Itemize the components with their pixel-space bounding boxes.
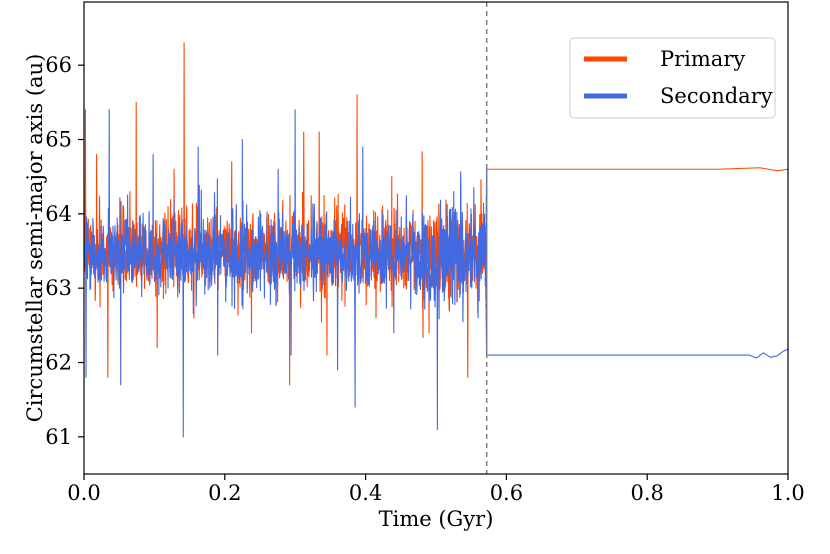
x-tick-label: 0.6 bbox=[490, 481, 523, 505]
legend: Primary Secondary bbox=[569, 37, 776, 119]
x-tick-label: 0.2 bbox=[208, 481, 241, 505]
y-axis-ticks: 61 62 63 64 65 66 bbox=[45, 53, 84, 449]
y-tick-label: 62 bbox=[45, 351, 72, 375]
y-tick-label: 65 bbox=[45, 128, 72, 152]
y-tick-label: 66 bbox=[45, 53, 72, 77]
plot-frame bbox=[83, 1, 789, 475]
x-tick-label: 1.0 bbox=[771, 481, 804, 505]
series-secondary-line bbox=[84, 109, 788, 438]
y-tick-label: 63 bbox=[45, 276, 72, 300]
y-axis-label: Circumstellar semi-major axis (au) bbox=[23, 54, 47, 423]
x-axis-label: Time (Gyr) bbox=[379, 507, 494, 531]
x-tick-label: 0.8 bbox=[630, 481, 663, 505]
legend-primary-label: Primary bbox=[660, 47, 745, 71]
x-tick-label: 0.4 bbox=[349, 481, 382, 505]
y-tick-label: 64 bbox=[45, 202, 72, 226]
series-layer bbox=[84, 42, 788, 438]
x-axis-ticks: 0.0 0.2 0.4 0.6 0.8 1.0 bbox=[67, 474, 805, 505]
x-tick-label: 0.0 bbox=[67, 481, 100, 505]
legend-secondary-label: Secondary bbox=[660, 84, 773, 108]
y-tick-label: 61 bbox=[45, 425, 72, 449]
